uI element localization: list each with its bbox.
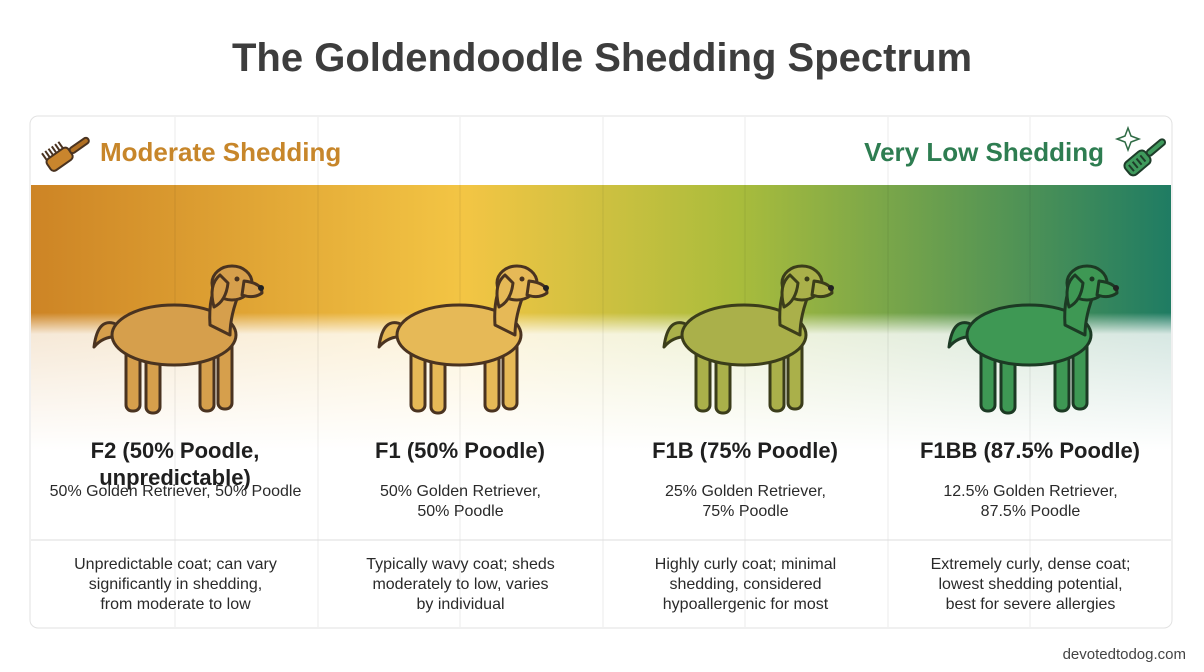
column-description: shedding, considered (669, 576, 822, 593)
column-description: significantly in shedding, (88, 576, 263, 593)
title: The Goldendoodle Shedding Spectrum (231, 36, 973, 80)
brush-icon-left (41, 136, 90, 172)
column-breakdown: 50% Golden Retriever, 50% Poodle (49, 483, 302, 500)
column-name: F1B (75% Poodle) (652, 438, 838, 463)
column-breakdown: 75% Poodle (702, 503, 789, 520)
column-description: Typically wavy coat; sheds (366, 556, 555, 573)
scale-right-label: Very Low Shedding (864, 137, 1104, 167)
column-description: lowest shedding potential, (938, 576, 1123, 593)
sparkle (1114, 125, 1142, 153)
dog-illustration (92, 264, 264, 415)
dog-illustration (377, 264, 549, 415)
column-breakdown: 50% Golden Retriever, (380, 483, 541, 500)
dog-illustration (947, 264, 1119, 415)
column-description: moderately to low, varies (372, 576, 549, 593)
brush-icon-right (1123, 138, 1167, 177)
column-breakdown: 50% Poodle (417, 503, 504, 520)
column-description: best for severe allergies (945, 596, 1116, 613)
column-description: hypoallergenic for most (662, 596, 829, 613)
column-description: Highly curly coat; minimal (654, 556, 837, 573)
column-description: Extremely curly, dense coat; (930, 556, 1131, 573)
column-description: Unpredictable coat; can vary (74, 556, 277, 573)
column-breakdown: 25% Golden Retriever, (665, 483, 826, 500)
column-description: by individual (416, 596, 505, 613)
dog-illustration (662, 264, 834, 415)
column-breakdown: 12.5% Golden Retriever, (943, 483, 1118, 500)
column-name: F1 (50% Poodle) (375, 438, 545, 463)
column-breakdown: 87.5% Poodle (980, 503, 1081, 520)
scale-left-label: Moderate Shedding (100, 137, 342, 167)
column-description: from moderate to low (100, 596, 251, 613)
column-name: F1BB (87.5% Poodle) (919, 438, 1141, 463)
footer: devotedtodog.com (1062, 646, 1186, 663)
grid-lines (174, 117, 1031, 627)
column-name: F2 (50% Poodle, unpredictable) (90, 438, 260, 490)
